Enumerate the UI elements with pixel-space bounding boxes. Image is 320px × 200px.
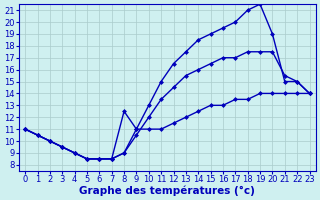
X-axis label: Graphe des températures (°c): Graphe des températures (°c) xyxy=(79,185,255,196)
